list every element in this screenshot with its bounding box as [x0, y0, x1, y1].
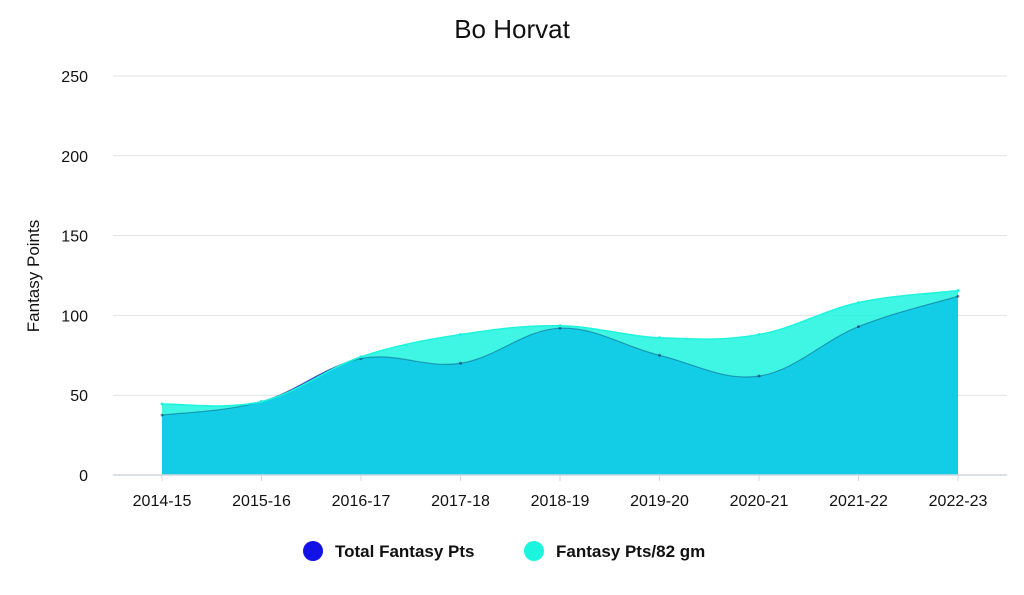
data-point-fantasy-pts-per-82: [956, 289, 960, 293]
y-tick-label: 200: [61, 149, 88, 166]
data-point-fantasy-pts-per-82: [558, 324, 562, 328]
legend: Total Fantasy Pts Fantasy Pts/82 gm: [303, 541, 705, 561]
y-tick-label: 150: [61, 229, 88, 246]
x-axis-ticks: 2014-15 2015-16 2016-17 2017-18 2018-19 2019-…: [133, 475, 988, 510]
x-tick-label: 2019-20: [630, 493, 689, 510]
x-tick-label: 2022-23: [929, 493, 988, 510]
data-point-total-fantasy-pts: [160, 413, 164, 417]
data-point-total-fantasy-pts: [558, 326, 562, 330]
data-point-total-fantasy-pts: [459, 361, 462, 365]
legend-marker-total-fantasy-pts: [303, 541, 323, 561]
y-tick-label: 100: [61, 308, 88, 325]
y-tick-label: 50: [70, 388, 88, 405]
chart-title: Bo Horvat: [454, 14, 570, 44]
y-axis-ticks: 0 50 100 150 200 250: [61, 69, 88, 485]
legend-label-total-fantasy-pts: Total Fantasy Pts: [335, 542, 475, 561]
data-point-total-fantasy-pts: [956, 294, 960, 298]
y-axis-label: Fantasy Points: [24, 220, 43, 332]
data-point-total-fantasy-pts: [857, 325, 860, 329]
x-tick-label: 2018-19: [531, 493, 590, 510]
data-point-fantasy-pts-per-82: [160, 402, 164, 406]
x-tick-label: 2014-15: [133, 493, 192, 510]
data-point-fantasy-pts-per-82: [359, 355, 363, 359]
data-point-total-fantasy-pts: [757, 374, 761, 378]
y-tick-label: 0: [79, 468, 88, 485]
x-tick-label: 2017-18: [431, 493, 490, 510]
legend-label-fantasy-pts-per-82: Fantasy Pts/82 gm: [556, 542, 705, 561]
data-point-total-fantasy-pts: [658, 353, 661, 357]
data-point-fantasy-pts-per-82: [757, 333, 761, 337]
data-point-fantasy-pts-per-82: [459, 333, 462, 337]
x-tick-label: 2015-16: [232, 493, 291, 510]
data-point-fantasy-pts-per-82: [658, 336, 661, 340]
x-tick-label: 2016-17: [332, 493, 391, 510]
legend-marker-fantasy-pts-per-82: [524, 541, 544, 561]
x-tick-label: 2021-22: [829, 493, 888, 510]
data-point-fantasy-pts-per-82: [260, 400, 263, 404]
y-tick-label: 250: [61, 69, 88, 86]
data-point-fantasy-pts-per-82: [857, 301, 860, 305]
x-tick-label: 2020-21: [730, 493, 789, 510]
data-points: [160, 289, 960, 417]
